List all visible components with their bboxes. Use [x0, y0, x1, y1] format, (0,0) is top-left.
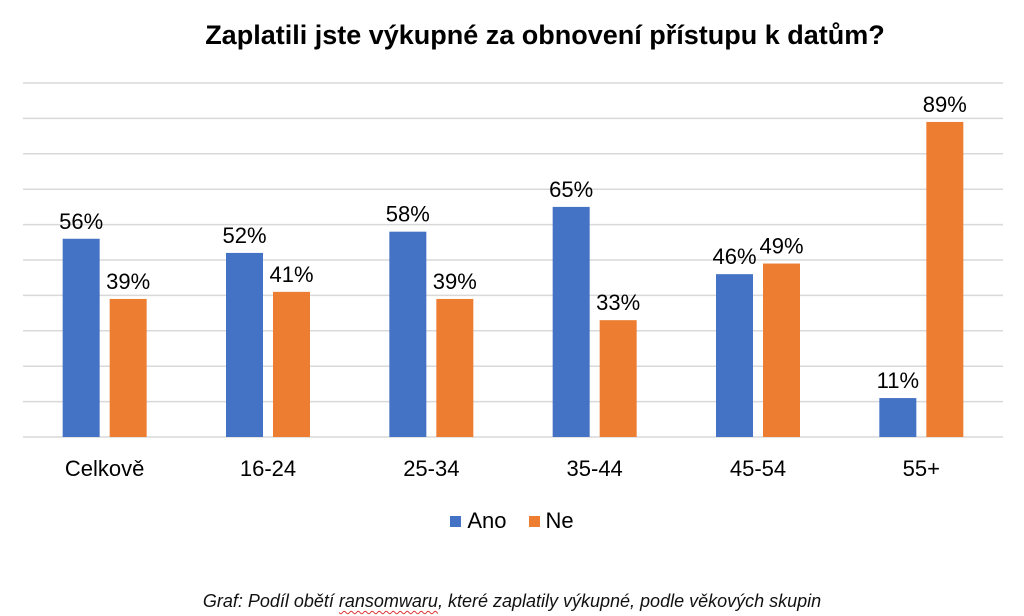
caption-spellcheck-word: ransomwaru: [338, 591, 438, 611]
data-label: 58%: [386, 202, 430, 227]
x-tick-label: 55+: [903, 456, 940, 481]
data-label: 39%: [433, 269, 477, 294]
data-label: 39%: [106, 269, 150, 294]
legend-item-ano: Ano: [450, 508, 507, 534]
bar-ne: [109, 298, 147, 437]
data-label: 56%: [59, 209, 103, 234]
x-tick-label: 35-44: [567, 456, 623, 481]
data-label: 49%: [759, 234, 803, 259]
x-tick-label: 16-24: [240, 456, 296, 481]
bar-chart: 56% 39% Celkově 52%41% 16-24 58% 39% 25-34 65% 33…: [23, 82, 1003, 481]
x-tick-label: 45-54: [730, 456, 786, 481]
caption: Graf: Podíl obětí ransomwaru, které zapl…: [0, 591, 1024, 612]
x-tick-label: Celkově: [65, 456, 144, 481]
bar-ano: [226, 252, 263, 437]
bar-ano: [552, 206, 590, 437]
data-label: 89%: [923, 92, 967, 117]
legend-swatch-ano: [450, 515, 462, 527]
bar-ano: [716, 274, 753, 437]
bar-ne: [763, 263, 800, 437]
bar-ano: [389, 231, 427, 437]
data-label: 46%: [712, 244, 756, 269]
legend-label-ano: Ano: [467, 508, 507, 533]
legend-item-ne: Ne: [528, 508, 574, 534]
bar-ne: [599, 320, 637, 437]
data-label: 41%: [269, 262, 313, 287]
x-tick-label: 25-34: [403, 456, 459, 481]
legend-label-ne: Ne: [545, 508, 574, 533]
bar-ano: [62, 238, 100, 437]
bar-ne: [273, 291, 310, 437]
bar-ne: [926, 121, 964, 437]
legend-swatch-ne: [528, 515, 540, 527]
legend: Ano Ne: [0, 508, 1024, 534]
data-label: 52%: [222, 223, 266, 248]
data-label: 33%: [596, 290, 640, 315]
data-label: 11%: [877, 368, 919, 393]
bar-ne: [436, 298, 474, 437]
chart-title: Zaplatili jste výkupné za obnovení příst…: [205, 20, 885, 50]
caption-text-start: Graf: Podíl obětí: [202, 591, 339, 611]
data-label: 65%: [549, 177, 593, 202]
bar-ano: [879, 398, 917, 437]
caption-text-end: , které zaplatily výkupné, podle věkovýc…: [437, 591, 822, 611]
